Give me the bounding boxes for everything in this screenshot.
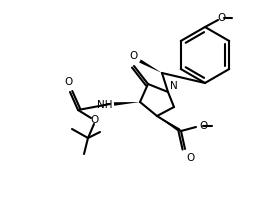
Polygon shape — [157, 116, 180, 131]
Text: O: O — [64, 77, 72, 87]
Text: O: O — [186, 153, 194, 163]
Text: O: O — [217, 13, 225, 23]
Text: N: N — [170, 81, 178, 91]
Text: O: O — [90, 115, 98, 125]
Text: O: O — [129, 51, 137, 61]
Text: O: O — [199, 121, 207, 131]
Polygon shape — [139, 59, 162, 73]
Polygon shape — [114, 102, 140, 106]
Text: NH: NH — [97, 100, 112, 110]
